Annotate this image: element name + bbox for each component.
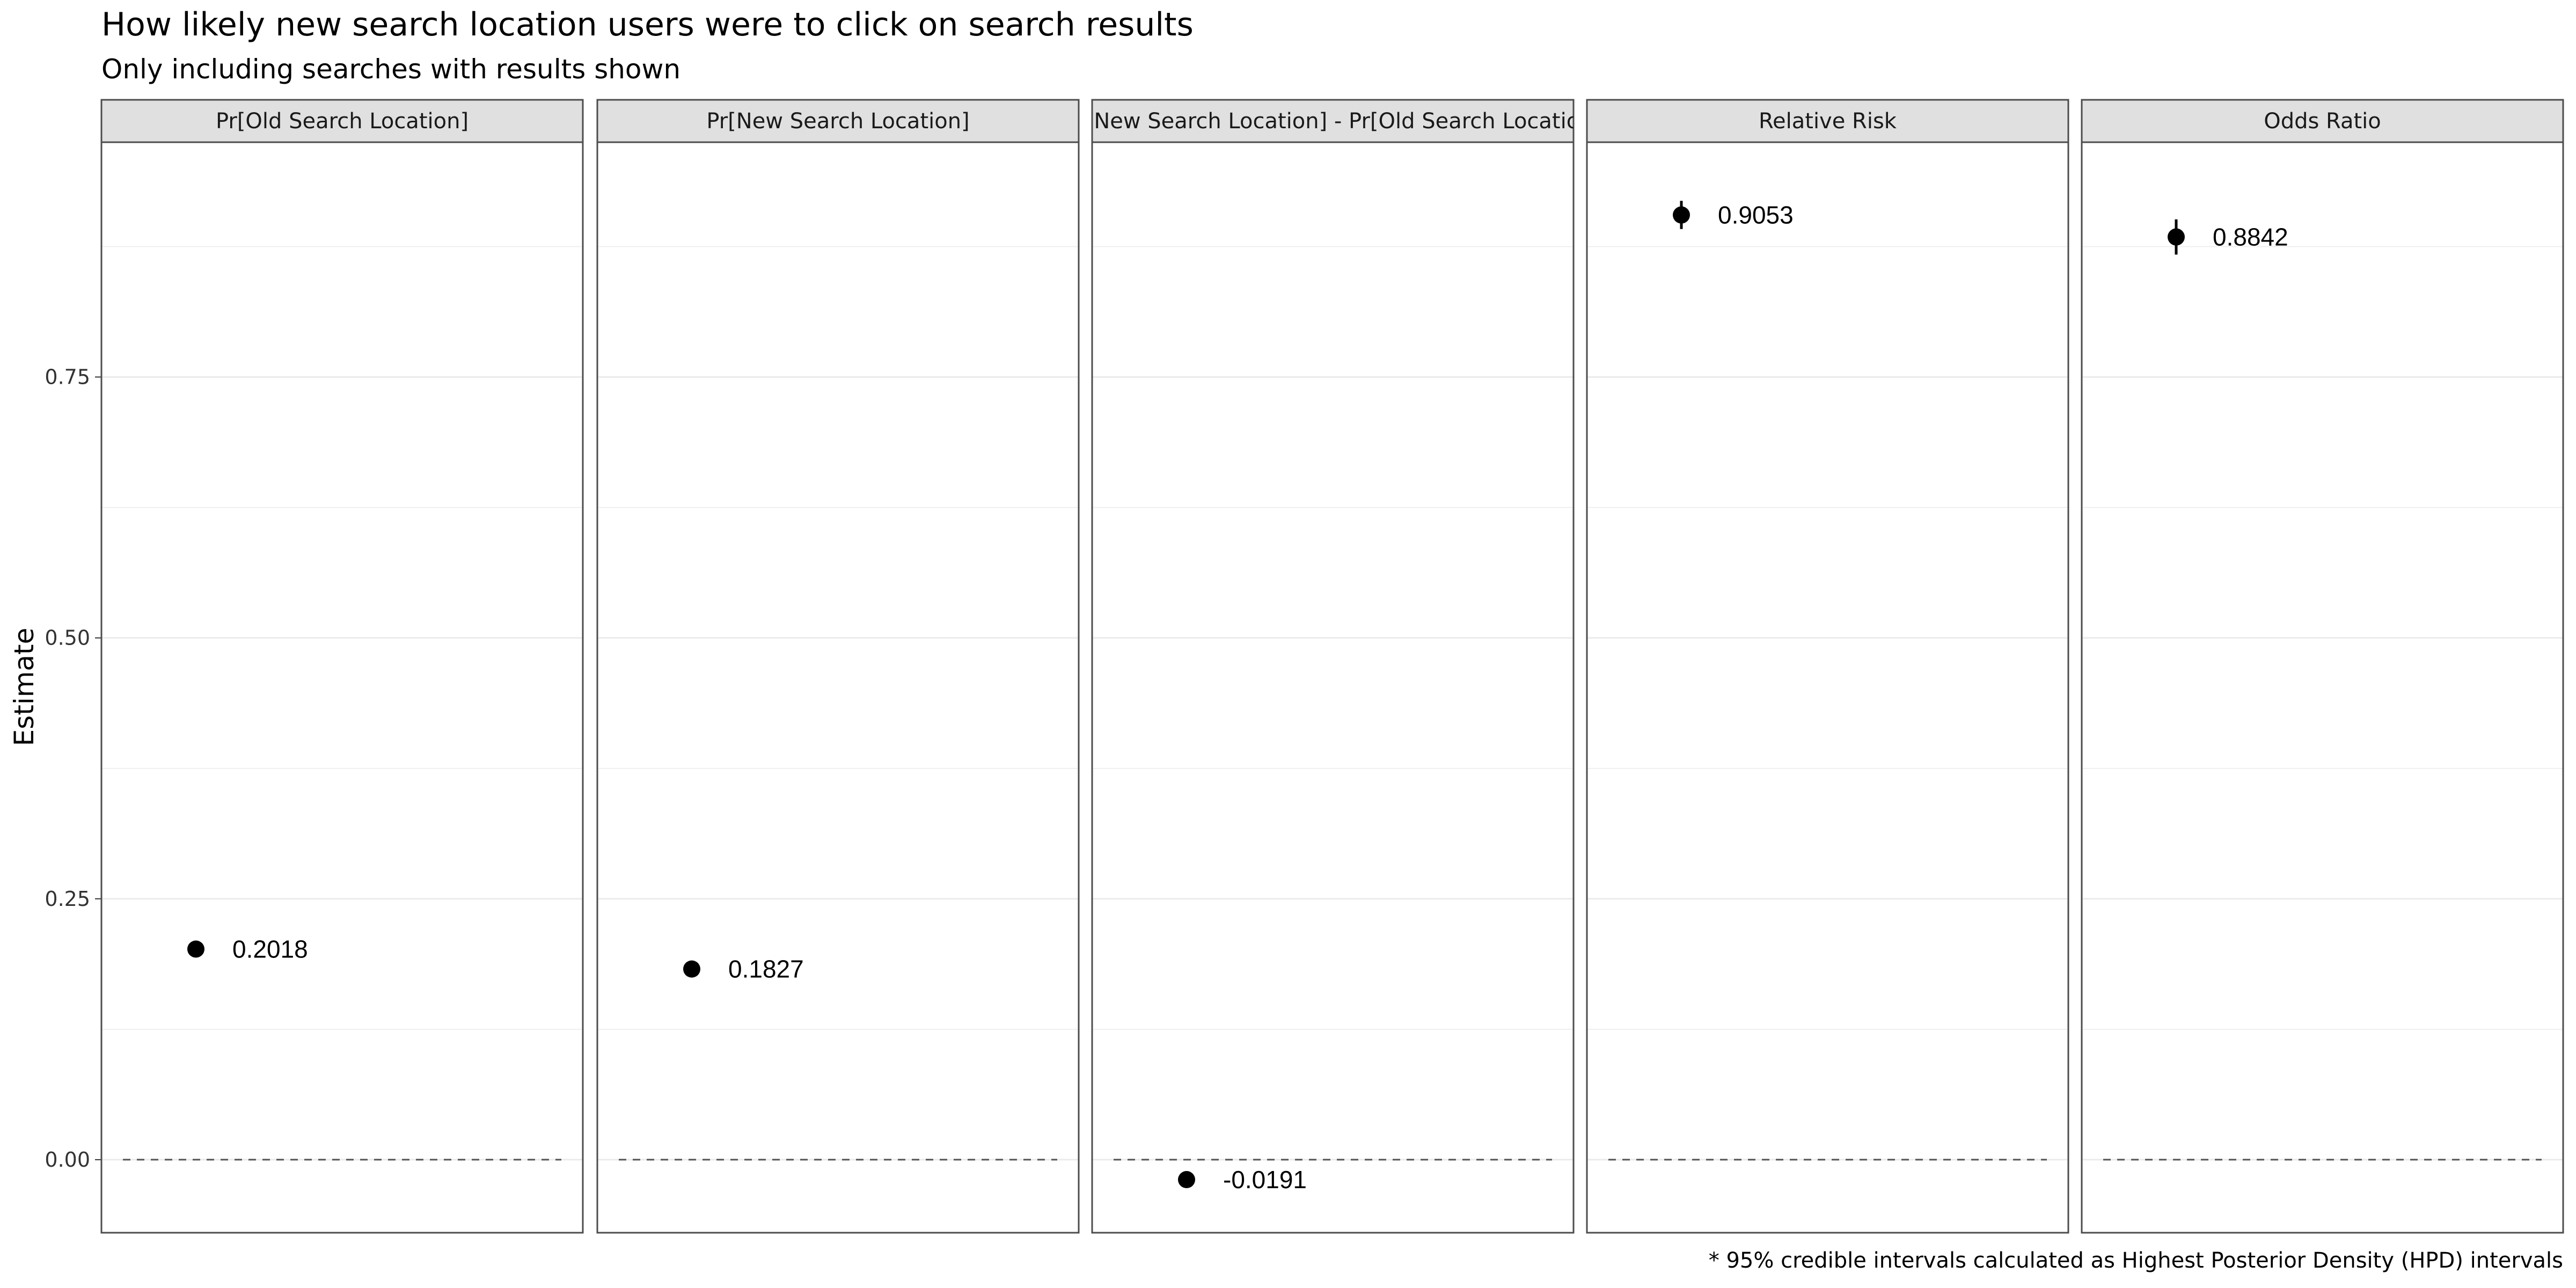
panel-background	[1587, 142, 2068, 1233]
facet-strip-label: Odds Ratio	[2264, 109, 2381, 134]
estimate-value-label: 0.2018	[232, 935, 308, 963]
facet-strip	[1091, 99, 1575, 143]
y-tick-label: 0.25	[45, 887, 90, 911]
chart-title: How likely new search location users wer…	[101, 6, 1194, 43]
estimate-point	[683, 960, 700, 978]
facet-panel: Odds Ratio 0.8842	[2081, 99, 2564, 1234]
facet-panel: Pr[New Search Location] 0.1827	[596, 99, 1080, 1234]
facet-panel: Relative Risk 0.9053	[1586, 99, 2069, 1234]
y-axis: 0.00 0.25 0.50 0.75	[45, 365, 101, 1172]
panel-background	[2082, 142, 2563, 1233]
estimate-point	[2168, 228, 2185, 246]
facet-strip-label: Relative Risk	[1759, 109, 1897, 134]
estimate-value-label: 0.8842	[2213, 223, 2288, 251]
panel-background	[101, 142, 583, 1233]
y-tick-label: 0.00	[45, 1148, 90, 1172]
facet-strip-label: Pr[New Search Location] - Pr[Old Search …	[1064, 109, 1601, 134]
estimate-value-label: 0.1827	[728, 955, 804, 983]
estimate-value-label: -0.0191	[1223, 1166, 1307, 1194]
chart-caption: * 95% credible intervals calculated as H…	[1709, 1248, 2563, 1273]
facet-strip	[2081, 99, 2564, 143]
y-tick-label: 0.75	[45, 365, 90, 389]
facet-panel: Pr[New Search Location] - Pr[Old Search …	[1064, 99, 1601, 1234]
estimate-point	[1673, 206, 1690, 224]
chart-subtitle: Only including searches with results sho…	[101, 54, 680, 85]
panel-background	[597, 142, 1079, 1233]
panels: Pr[Old Search Location] 0.2018 Pr[New Sear…	[100, 99, 2564, 1234]
facet-strip	[596, 99, 1080, 143]
facet-panel: Pr[Old Search Location] 0.2018	[100, 99, 584, 1234]
facet-strip-label: Pr[Old Search Location]	[216, 109, 469, 134]
estimate-point	[187, 940, 204, 958]
facet-strip	[100, 99, 584, 143]
facet-strip-label: Pr[New Search Location]	[706, 109, 969, 134]
estimate-point	[1178, 1171, 1195, 1189]
facet-strip	[1586, 99, 2069, 143]
panel-background	[1092, 142, 1574, 1233]
estimate-value-label: 0.9053	[1718, 201, 1794, 229]
y-axis-label: Estimate	[9, 628, 40, 747]
y-tick-label: 0.50	[45, 626, 90, 650]
